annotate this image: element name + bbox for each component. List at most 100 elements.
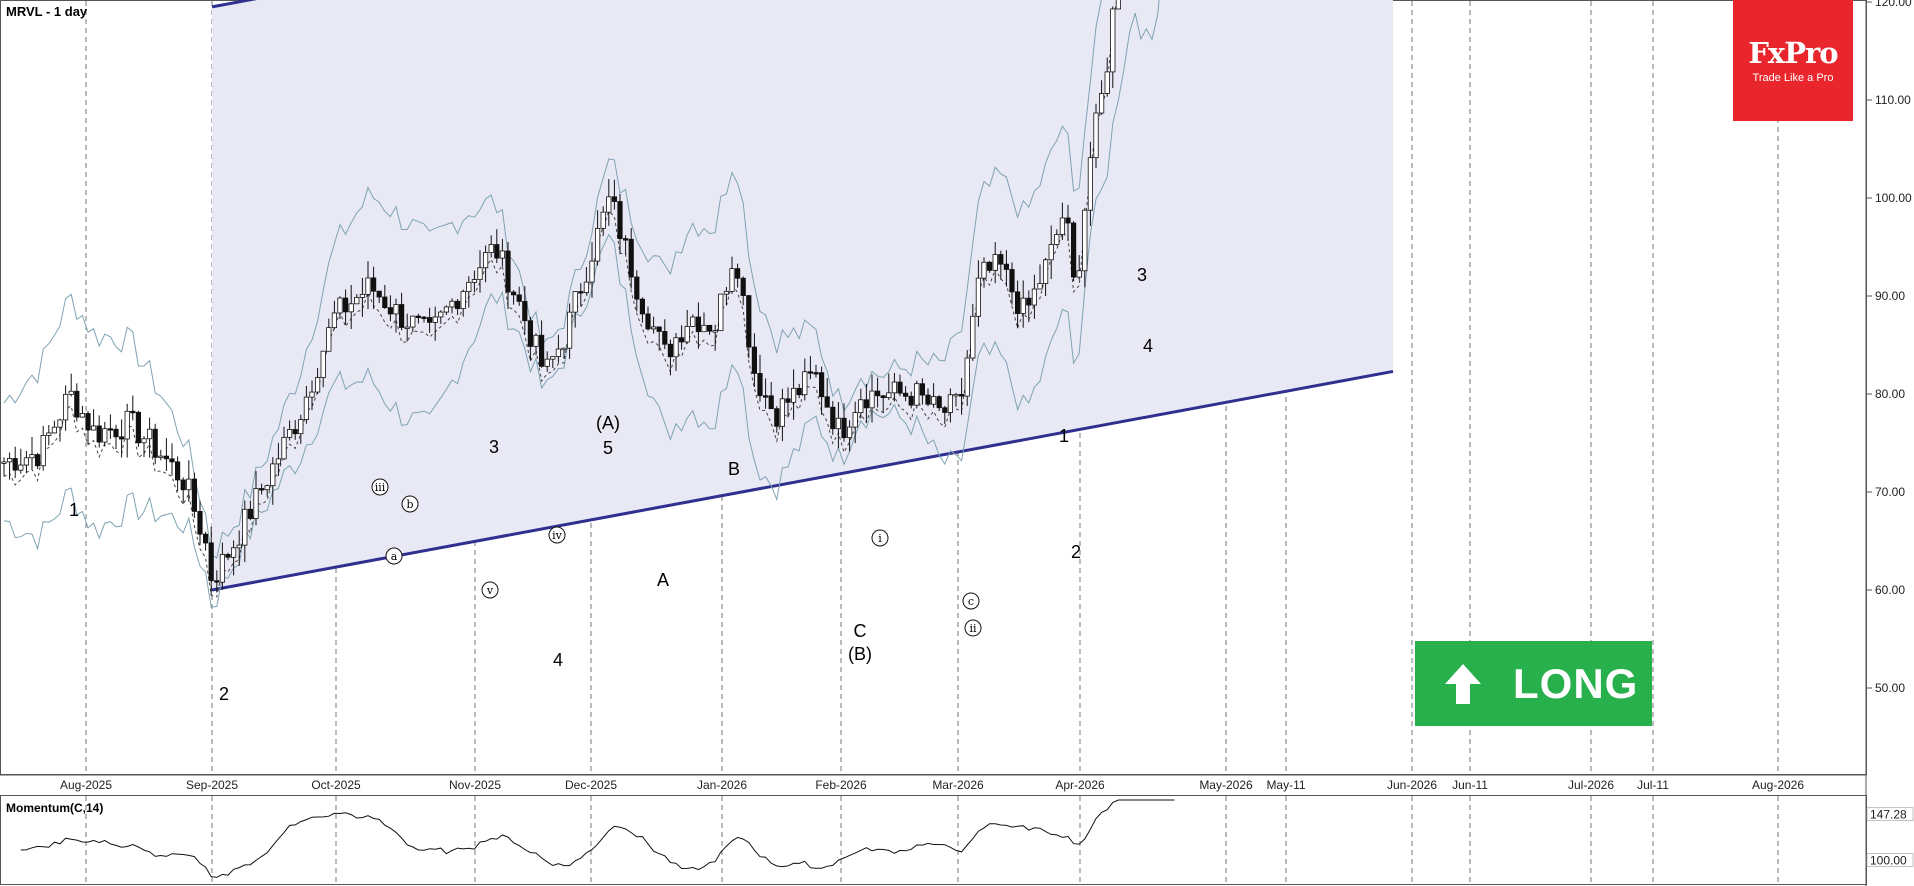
candle-body: [802, 371, 808, 396]
candle: [258, 483, 265, 495]
candle-body: [314, 377, 321, 393]
candle-body: [712, 330, 718, 333]
candle-body: [707, 324, 713, 332]
x-tick-label: May-2026: [1199, 778, 1253, 792]
candle: [583, 267, 590, 295]
candle: [286, 420, 293, 441]
candle-body: [684, 326, 690, 343]
candle-body: [57, 419, 63, 428]
candle-body: [998, 254, 1004, 265]
candle: [63, 385, 69, 431]
candle: [1071, 221, 1077, 282]
candle: [264, 484, 270, 497]
candle-body: [482, 252, 489, 269]
candle: [572, 291, 578, 328]
candle: [46, 425, 52, 446]
candle: [707, 324, 713, 335]
candle: [802, 358, 808, 401]
candle-body: [135, 411, 141, 444]
candle-body: [242, 508, 248, 546]
candle: [998, 250, 1004, 280]
candle-body: [96, 425, 102, 443]
candle: [673, 333, 679, 371]
candle: [684, 309, 690, 344]
candle: [953, 392, 959, 407]
x-tick-label: Jul-11: [1637, 778, 1669, 792]
candle-body: [1071, 222, 1077, 278]
candle-body: [85, 413, 91, 431]
candle-body: [645, 313, 651, 330]
candle: [987, 260, 993, 273]
candle-body: [202, 533, 209, 544]
candle: [202, 531, 209, 551]
candle-body: [141, 438, 147, 444]
candle-body: [824, 396, 830, 408]
candle: [516, 286, 522, 306]
y-tick-label: 90.00: [1875, 289, 1905, 303]
x-tick-label: Feb-2026: [815, 778, 867, 792]
candle-body: [869, 390, 875, 409]
candle: [768, 382, 774, 410]
candle: [740, 276, 746, 306]
candle: [281, 426, 287, 460]
candle-body: [1, 461, 7, 464]
candle-body: [533, 334, 539, 347]
candle-body: [387, 307, 394, 315]
candle-body: [130, 410, 136, 414]
candle-body: [208, 542, 214, 582]
candle-body: [354, 297, 360, 305]
candle: [667, 339, 674, 376]
candle: [679, 325, 685, 350]
candle-body: [897, 381, 903, 394]
candle: [617, 193, 623, 255]
wave-label: 4: [553, 650, 563, 670]
candle: [443, 305, 450, 315]
candle-body: [1087, 157, 1093, 211]
candle: [382, 284, 388, 309]
candle: [522, 286, 528, 335]
channel-fill: [212, 0, 1393, 590]
candle: [1059, 202, 1065, 240]
y-tick-label: 60.00: [1875, 583, 1905, 597]
candle-body: [365, 277, 371, 295]
candle: [886, 373, 892, 400]
long-signal-badge: LONG: [1415, 641, 1652, 726]
candle-body: [7, 458, 13, 463]
candle-body: [589, 260, 595, 283]
candle-body: [919, 383, 926, 396]
candle-body: [690, 316, 696, 327]
candle-body: [1076, 270, 1082, 278]
y-tick-label: 100.00: [1875, 191, 1912, 205]
channel-lower-line: [211, 369, 1394, 592]
candle-body: [595, 227, 601, 262]
candle-body: [382, 296, 388, 309]
bollinger-upper: [3, 0, 1102, 559]
candle: [925, 388, 931, 407]
candle: [326, 318, 332, 352]
candle: [735, 263, 741, 288]
candle: [354, 294, 360, 305]
wave-label: a: [391, 550, 398, 563]
candle: [466, 276, 472, 308]
candle-body: [197, 511, 203, 535]
candle: [589, 242, 595, 298]
candle: [404, 313, 410, 342]
candle-body: [807, 371, 814, 374]
candle-body: [270, 463, 276, 487]
candle-body: [880, 395, 886, 399]
x-tick-label: May-11: [1266, 778, 1305, 792]
candle: [169, 443, 175, 476]
candle: [331, 300, 338, 330]
wave-label: (A): [596, 413, 620, 433]
candle: [96, 415, 102, 448]
wave-label: A: [657, 570, 669, 590]
candle: [1110, 6, 1116, 88]
candle-body: [656, 326, 662, 332]
candle: [214, 570, 220, 593]
wave-label-circle: [964, 619, 982, 637]
candle: [253, 471, 259, 526]
candle-body: [466, 281, 472, 292]
candle: [460, 289, 466, 317]
candle-body: [740, 277, 746, 296]
candle-body: [1054, 234, 1060, 245]
